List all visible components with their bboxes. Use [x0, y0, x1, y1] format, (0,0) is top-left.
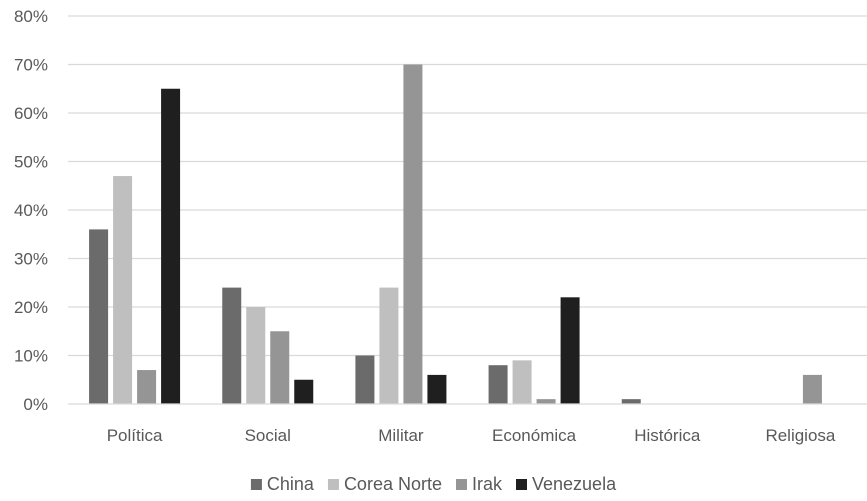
y-tick-label: 0% — [23, 395, 48, 414]
y-tick-label: 10% — [14, 347, 48, 366]
legend-label: Venezuela — [532, 474, 617, 494]
bar-venezuela — [294, 379, 314, 404]
y-tick-label: 50% — [14, 153, 48, 172]
legend-swatch — [516, 479, 528, 490]
bar-irak — [802, 374, 822, 404]
legend-swatch — [327, 479, 339, 490]
legend: China Corea Norte Irak Venezuela — [250, 474, 617, 494]
legend-swatch — [250, 479, 262, 490]
bar-corea-norte — [113, 176, 133, 404]
y-tick-label: 80% — [14, 7, 48, 26]
legend-item: China — [250, 474, 315, 494]
bar-corea-norte — [512, 360, 532, 404]
legend-item: Corea Norte — [327, 474, 442, 494]
x-axis-category-labels: Política Social Militar Económica Histórica R… — [107, 426, 836, 445]
gridlines — [68, 15, 867, 357]
y-tick-label: 60% — [14, 104, 48, 123]
legend-label: Corea Norte — [344, 474, 442, 494]
bar-venezuela — [560, 297, 580, 404]
bar-china — [355, 355, 375, 404]
legend-label: Irak — [472, 474, 503, 494]
y-axis-tick-labels: 0% 10% 20% 30% 40% 50% 60% 70% 80% — [14, 7, 48, 414]
legend-swatch — [455, 479, 467, 490]
bar-china — [222, 287, 242, 404]
bars — [89, 64, 822, 404]
bar-venezuela — [427, 374, 447, 404]
bar-china — [89, 229, 109, 404]
x-category-label: Económica — [492, 426, 577, 445]
x-category-label: Militar — [378, 426, 424, 445]
legend-item: Irak — [455, 474, 503, 494]
x-category-label: Histórica — [634, 426, 701, 445]
bar-irak — [536, 399, 556, 404]
bar-irak — [137, 370, 157, 404]
y-tick-label: 70% — [14, 56, 48, 75]
y-tick-label: 20% — [14, 298, 48, 317]
bar-irak — [403, 64, 423, 404]
legend-item: Venezuela — [516, 474, 617, 494]
bar-china — [488, 365, 508, 404]
bar-china — [621, 399, 641, 404]
y-tick-label: 30% — [14, 250, 48, 269]
bar-irak — [270, 331, 290, 404]
x-category-label: Política — [107, 426, 163, 445]
x-category-label: Religiosa — [765, 426, 835, 445]
y-tick-label: 40% — [14, 201, 48, 220]
bar-venezuela — [161, 88, 181, 404]
legend-label: China — [267, 474, 315, 494]
bar-corea-norte — [379, 287, 399, 404]
x-category-label: Social — [245, 426, 291, 445]
bar-corea-norte — [246, 307, 266, 404]
